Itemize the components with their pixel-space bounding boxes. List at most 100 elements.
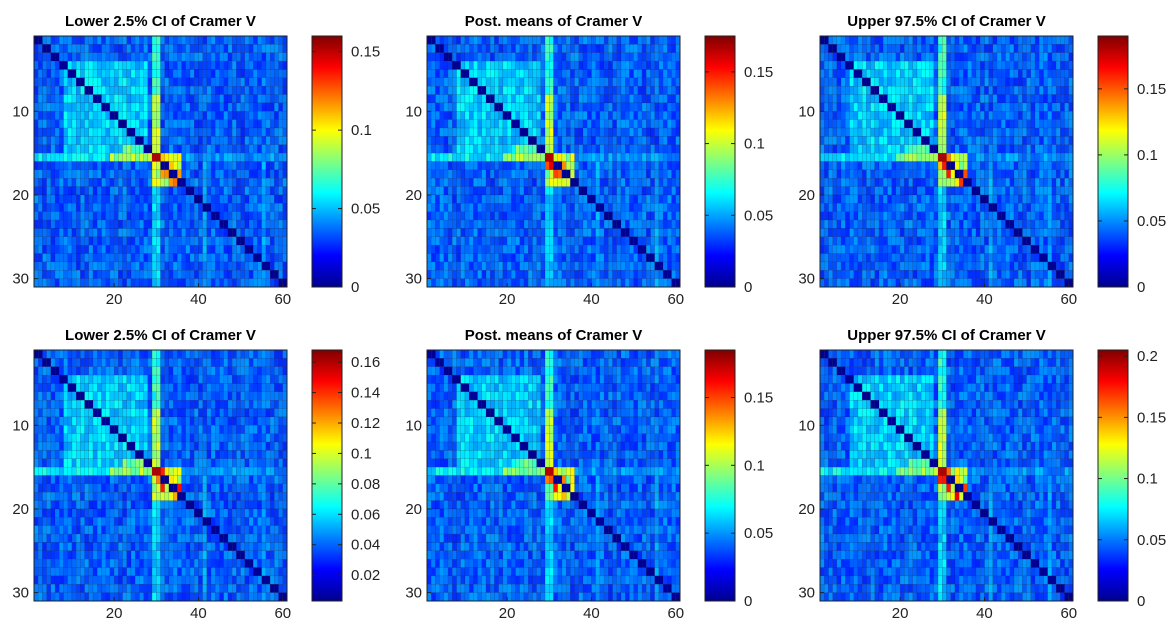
heatmap-cell xyxy=(130,270,136,279)
heatmap-cell xyxy=(937,35,943,45)
heatmap-cell xyxy=(215,86,220,95)
heatmap-cell xyxy=(151,52,157,62)
heatmap-cell xyxy=(92,169,98,179)
heatmap-cell xyxy=(75,253,81,263)
heatmap-cell xyxy=(54,178,60,187)
heatmap-cell xyxy=(1005,60,1010,70)
heatmap-cell xyxy=(88,136,94,145)
heatmap-cell xyxy=(544,35,550,45)
heatmap-cell xyxy=(899,136,905,145)
heatmap-cell xyxy=(574,144,580,154)
heatmap-cell xyxy=(168,219,174,229)
heatmap-cell xyxy=(519,52,525,62)
heatmap-cell xyxy=(828,86,833,95)
heatmap-cell xyxy=(118,219,123,229)
heatmap-cell xyxy=(485,102,491,112)
heatmap-cell xyxy=(460,278,466,288)
heatmap-cell xyxy=(912,169,918,179)
heatmap-cell xyxy=(248,127,254,137)
heatmap-cell xyxy=(181,127,187,137)
heatmap-cell xyxy=(92,77,98,87)
heatmap-cell xyxy=(202,261,208,271)
heatmap-cell xyxy=(853,136,859,145)
heatmap-cell xyxy=(675,278,681,288)
heatmap-cell xyxy=(992,35,998,45)
heatmap-cell xyxy=(1030,178,1036,187)
heatmap-cell xyxy=(227,203,233,212)
heatmap-cell xyxy=(658,228,664,238)
heatmap-cell xyxy=(1022,111,1027,120)
heatmap-cell xyxy=(269,144,275,154)
heatmap-cell xyxy=(494,102,499,112)
heatmap-cell xyxy=(236,161,241,171)
heatmap-cell xyxy=(177,278,182,288)
heatmap-cell xyxy=(646,94,651,104)
heatmap-cell xyxy=(50,127,56,137)
heatmap-cell xyxy=(33,194,39,204)
heatmap-cell xyxy=(853,169,859,179)
heatmap-cell xyxy=(105,52,111,62)
heatmap-cell xyxy=(654,244,660,254)
heatmap-cell xyxy=(109,69,115,79)
heatmap-cell xyxy=(46,69,52,79)
heatmap-cell xyxy=(232,194,237,204)
heatmap-cell xyxy=(625,236,630,246)
heatmap-cell xyxy=(248,278,254,288)
heatmap-cell xyxy=(143,77,149,87)
heatmap-cell xyxy=(135,261,140,271)
heatmap-cell xyxy=(443,86,449,95)
heatmap-cell xyxy=(840,86,846,95)
heatmap-cell xyxy=(595,236,601,246)
heatmap-cell xyxy=(908,86,913,95)
heatmap-cell xyxy=(468,52,474,62)
heatmap-cell xyxy=(494,186,499,196)
heatmap-cell xyxy=(135,186,140,196)
heatmap-cell xyxy=(595,186,601,196)
heatmap-cell xyxy=(828,211,833,221)
heatmap-cell xyxy=(130,261,136,271)
heatmap-cell xyxy=(561,35,567,45)
heatmap-cell xyxy=(189,161,195,171)
heatmap-cell xyxy=(591,152,596,162)
heatmap-cell xyxy=(921,178,926,187)
heatmap-cell xyxy=(557,228,563,238)
heatmap-cell xyxy=(202,178,208,187)
heatmap-cell xyxy=(473,111,478,120)
heatmap-cell xyxy=(1064,86,1070,95)
heatmap-cell xyxy=(523,44,529,53)
heatmap-cell xyxy=(88,261,94,271)
colorbar-tick-label: 0.1 xyxy=(744,136,765,153)
heatmap-cell xyxy=(210,52,216,62)
heatmap-cell xyxy=(544,270,550,279)
heatmap-cell xyxy=(1018,186,1023,196)
heatmap-cell xyxy=(498,102,504,112)
heatmap-cell xyxy=(587,69,592,79)
heatmap-cell xyxy=(473,186,478,196)
heatmap-cell xyxy=(942,86,947,95)
heatmap-cell xyxy=(1060,211,1065,221)
heatmap-cell xyxy=(156,102,161,112)
heatmap-cell xyxy=(625,178,630,187)
y-tick-label: 10 xyxy=(12,103,29,120)
heatmap-cell xyxy=(460,127,466,137)
heatmap-cell xyxy=(97,69,102,79)
heatmap-cell xyxy=(232,44,237,53)
heatmap-cell xyxy=(257,261,262,271)
heatmap-cell xyxy=(1039,152,1044,162)
heatmap-cell xyxy=(654,111,660,120)
heatmap-cell xyxy=(135,194,140,204)
heatmap-cell xyxy=(549,186,554,196)
heatmap-cell xyxy=(257,253,262,263)
heatmap-cell xyxy=(139,69,144,79)
heatmap-cell xyxy=(540,111,546,120)
heatmap-cell xyxy=(662,219,668,229)
heatmap-cell xyxy=(426,111,432,120)
heatmap-cell xyxy=(515,60,520,70)
heatmap-cell xyxy=(625,52,630,62)
x-tick-label: 20 xyxy=(499,291,516,308)
heatmap-cell xyxy=(215,136,220,145)
heatmap-cell xyxy=(468,161,474,171)
heatmap-cell xyxy=(549,119,554,129)
heatmap-cell xyxy=(460,169,466,179)
heatmap-cell xyxy=(1043,69,1048,79)
